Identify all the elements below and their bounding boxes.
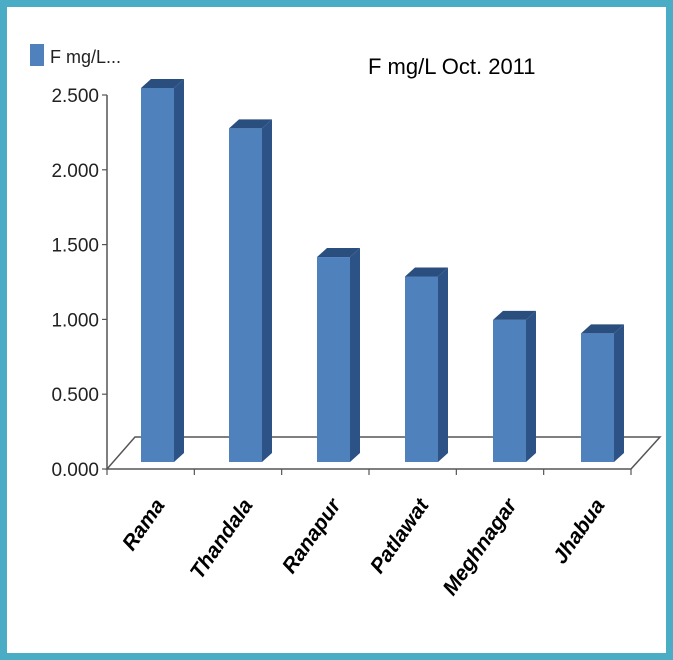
bar-rama bbox=[141, 79, 184, 462]
bar-top bbox=[581, 324, 624, 334]
bar-top bbox=[317, 248, 360, 258]
y-tick-label: 1.500 bbox=[51, 236, 99, 257]
bar-side bbox=[262, 119, 272, 462]
category-label: Jhabua bbox=[549, 494, 610, 568]
category-label: Ranapur bbox=[278, 493, 347, 577]
legend: F mg/L... bbox=[30, 44, 121, 67]
bar-front bbox=[229, 128, 262, 462]
bar-top bbox=[229, 119, 272, 129]
category-label: Thandala bbox=[186, 494, 258, 583]
bar-front bbox=[493, 319, 526, 462]
floor bbox=[105, 436, 662, 470]
bar-jhabua bbox=[581, 324, 624, 462]
category-labels: Rama Thandala Ranapur Patlawat Meghnagar Jhab… bbox=[118, 493, 610, 599]
y-tick-label: 2.500 bbox=[51, 86, 99, 107]
y-tick-label: 0.500 bbox=[51, 385, 99, 406]
bar-front bbox=[141, 88, 174, 462]
bar-side bbox=[438, 267, 448, 462]
category-label: Meghnagar bbox=[439, 493, 523, 599]
category-label: Patlawat bbox=[366, 494, 434, 578]
category-label: Rama bbox=[118, 494, 170, 554]
y-tick-labels: 0.000 0.500 1.000 1.500 2.000 2.500 bbox=[51, 86, 107, 481]
bar-front bbox=[405, 276, 438, 462]
y-tick-label: 1.000 bbox=[51, 310, 99, 331]
bar-thandala bbox=[229, 119, 272, 462]
bar-meghnagar bbox=[493, 310, 536, 462]
chart-title-text: F mg/L Oct. 2011 bbox=[368, 54, 536, 79]
bar-top bbox=[493, 310, 536, 320]
chart-floor bbox=[105, 436, 662, 470]
bar-ranapur bbox=[317, 248, 360, 462]
y-tick-label: 0.000 bbox=[51, 460, 99, 481]
bar-front bbox=[317, 257, 350, 462]
chart-title: F mg/L Oct. 2011 bbox=[368, 54, 536, 79]
bar-side bbox=[174, 79, 184, 462]
bar-front bbox=[581, 333, 614, 462]
bars bbox=[141, 79, 624, 462]
x-ticks bbox=[106, 469, 632, 475]
legend-swatch bbox=[30, 44, 44, 66]
legend-label: F mg/L... bbox=[50, 47, 121, 67]
bar-top bbox=[405, 267, 448, 277]
bar-side bbox=[614, 324, 624, 462]
y-tick-label: 2.000 bbox=[51, 161, 99, 182]
bar-top bbox=[141, 79, 184, 88]
bar-side bbox=[350, 248, 360, 462]
bar-patlawat bbox=[405, 267, 448, 462]
bar-side bbox=[526, 310, 536, 462]
